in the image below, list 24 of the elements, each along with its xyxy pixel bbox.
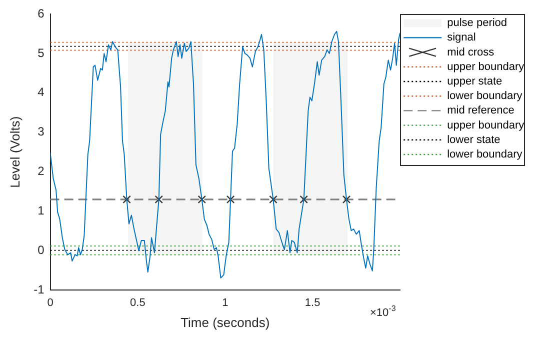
x-tick-label: 0.5: [130, 296, 146, 309]
y-tick-label: 2: [38, 164, 45, 178]
legend-label: lower state: [447, 134, 500, 146]
y-tick-label: 3: [38, 124, 45, 139]
legend-label: pulse period: [447, 17, 508, 30]
x-tick-label: 1: [222, 296, 228, 309]
y-tick-label: 1: [38, 204, 45, 218]
x-axis-title: Time (seconds): [180, 314, 270, 330]
legend-label: signal: [447, 32, 476, 44]
legend-label: upper state: [447, 76, 502, 88]
legend-label: lower boundary: [447, 90, 523, 102]
y-axis-title: Level (Volts): [7, 116, 22, 188]
y-tick-label: 6: [38, 6, 45, 20]
legend-label: upper boundary: [447, 119, 525, 132]
legend-label: upper boundary: [447, 60, 525, 73]
y-tick-label: 0: [38, 243, 45, 258]
y-tick-label: -1: [34, 282, 45, 297]
legend-label: mid cross: [447, 46, 495, 58]
legend-label: mid reference: [447, 104, 514, 117]
y-tick-label: 5: [38, 46, 45, 60]
x-tick-label: 0: [47, 296, 54, 309]
x-tick-label: 1.5: [304, 296, 320, 309]
y-tick-label: 4: [38, 85, 45, 100]
legend-label: lower boundary: [447, 148, 523, 161]
